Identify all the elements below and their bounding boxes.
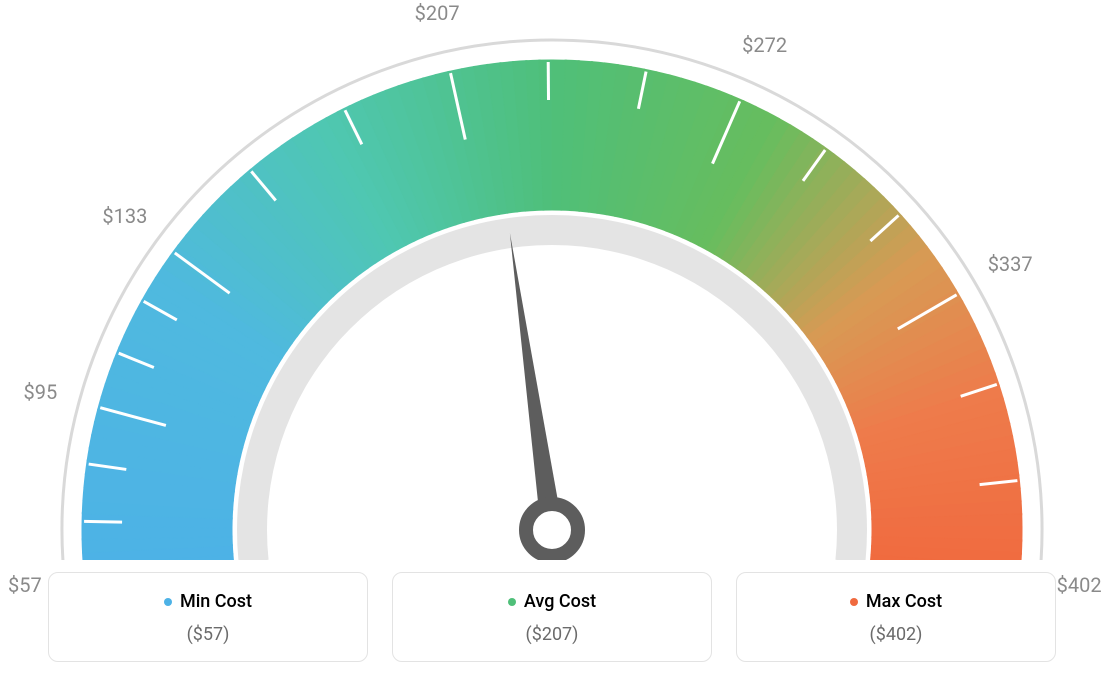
legend-value-max: ($402)	[749, 624, 1043, 645]
gauge-svg	[0, 0, 1104, 560]
legend-card-max: Max Cost ($402)	[736, 572, 1056, 663]
legend-value-avg: ($207)	[405, 624, 699, 645]
legend-title-max-text: Max Cost	[866, 591, 942, 612]
gauge-tick-label: $272	[742, 33, 787, 57]
gauge-area: $57$95$133$207$272$337$402	[0, 0, 1104, 560]
legend-title-min: Min Cost	[164, 591, 252, 612]
gauge-tick-label: $95	[24, 380, 58, 404]
legend-title-avg-text: Avg Cost	[524, 591, 596, 612]
legend-title-avg: Avg Cost	[508, 591, 596, 612]
gauge-tick-label: $207	[415, 1, 460, 25]
gauge-tick-label: $402	[1057, 573, 1102, 597]
legend-value-min: ($57)	[61, 624, 355, 645]
gauge-tick-label: $57	[8, 573, 42, 597]
legend-card-avg: Avg Cost ($207)	[392, 572, 712, 663]
legend-card-min: Min Cost ($57)	[48, 572, 368, 663]
gauge-tick-label: $133	[102, 204, 147, 228]
legend-title-max: Max Cost	[850, 591, 942, 612]
cost-gauge-chart: $57 $95 $133 $207 $272 $337 $402 Min Cost ($57…	[0, 0, 1104, 690]
legend-title-min-text: Min Cost	[180, 591, 252, 612]
legend-row: Min Cost ($57) Avg Cost ($207) Max Cost …	[48, 572, 1056, 663]
gauge-tick-label: $337	[988, 252, 1033, 276]
